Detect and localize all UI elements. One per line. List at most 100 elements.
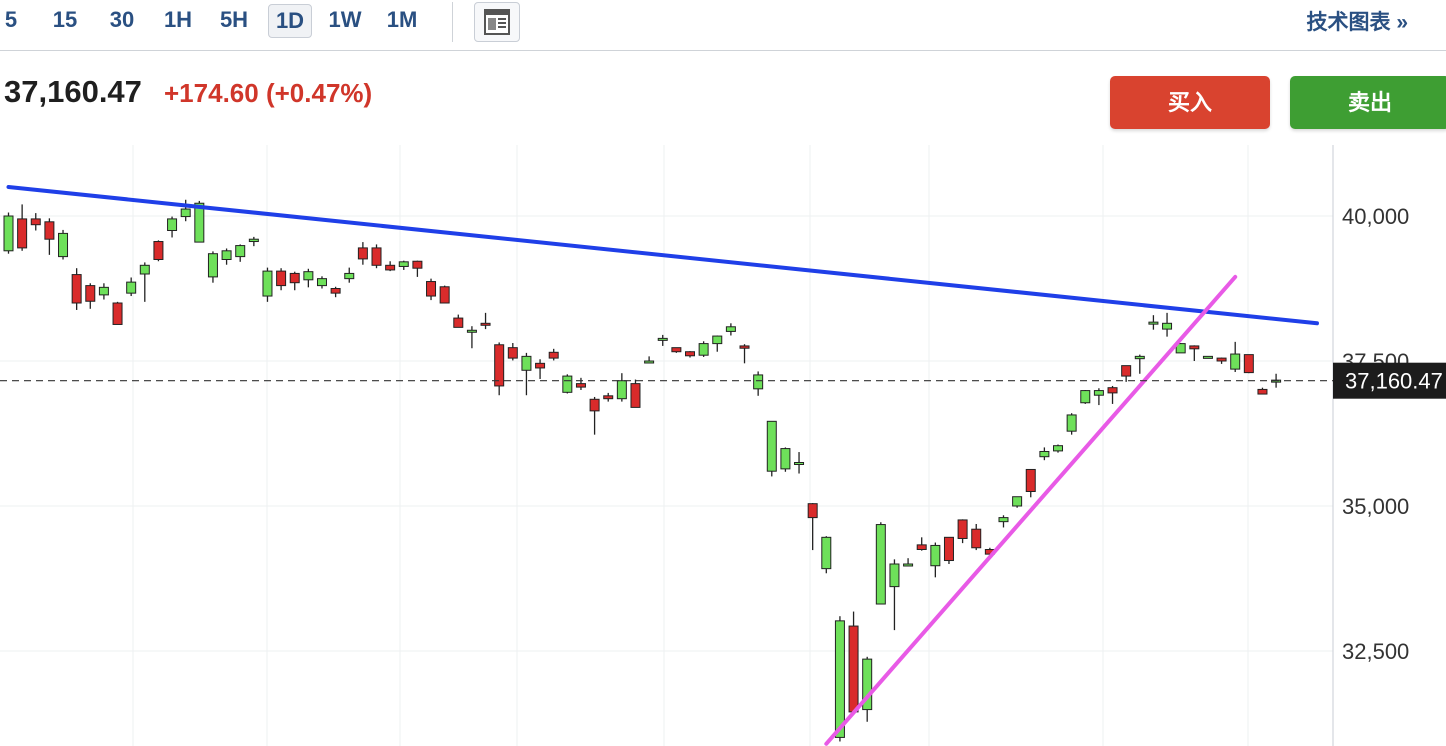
candle — [1134, 355, 1145, 360]
candle — [766, 420, 777, 472]
candle — [1189, 345, 1200, 350]
candle — [494, 344, 505, 387]
candle — [630, 383, 641, 408]
y-tick-label: 40,000 — [1342, 204, 1409, 229]
candle — [221, 250, 232, 261]
candle — [480, 322, 491, 326]
buy-button[interactable]: 买入 — [1110, 76, 1270, 129]
blue-trendline — [6, 185, 1319, 326]
last-price-badge — [1333, 362, 1446, 399]
candle — [1093, 390, 1104, 396]
candle — [1257, 388, 1268, 395]
candle — [943, 536, 954, 562]
candle — [794, 462, 805, 465]
candle — [725, 326, 736, 332]
candle — [453, 317, 464, 328]
candle — [412, 260, 423, 269]
candle — [139, 264, 150, 275]
candle — [903, 563, 914, 567]
candle — [330, 288, 341, 294]
candle — [1175, 343, 1186, 354]
candle — [1202, 355, 1213, 359]
candle — [30, 218, 41, 226]
candle — [1148, 321, 1159, 325]
candle — [1162, 322, 1173, 330]
candle — [167, 218, 178, 231]
candle — [357, 247, 368, 260]
candle — [862, 658, 873, 711]
current-price: 37,160.47 — [4, 74, 142, 109]
candle — [303, 271, 314, 281]
candle — [1080, 390, 1091, 404]
candle — [466, 329, 477, 333]
candle — [807, 503, 818, 519]
candle — [834, 620, 845, 738]
timeframe-1d[interactable]: 1D — [268, 4, 312, 38]
candle — [248, 238, 259, 243]
timeframe-5[interactable]: 5 — [4, 7, 18, 32]
candle — [235, 245, 246, 258]
candle — [3, 215, 14, 252]
candle — [44, 221, 55, 240]
candle — [535, 362, 546, 369]
candle — [821, 536, 832, 570]
candle — [848, 625, 859, 713]
candle — [276, 270, 287, 287]
candle — [1066, 414, 1077, 432]
timeframe-toolbar: 5 15 30 1H 5H 1D 1W 1M 技术图表 » — [0, 0, 1446, 51]
timeframe-30[interactable]: 30 — [109, 7, 135, 32]
candle — [575, 383, 586, 388]
last-price-label: 37,160.47 — [1345, 369, 1443, 394]
toolbar-separator — [452, 2, 453, 42]
candle — [780, 448, 791, 470]
timeframe-15[interactable]: 15 — [52, 7, 78, 32]
candle — [1012, 496, 1023, 507]
sell-button[interactable]: 卖出 — [1290, 76, 1446, 129]
candle — [562, 375, 573, 393]
change-value: +174.60 — [164, 78, 259, 108]
candle — [207, 253, 218, 278]
candle — [316, 278, 327, 287]
candle — [371, 247, 382, 266]
change-percent: (+0.47%) — [265, 78, 373, 108]
candle — [889, 563, 900, 588]
timeframe-1h[interactable]: 1H — [163, 7, 193, 32]
candle — [262, 270, 273, 297]
candle — [698, 343, 709, 356]
candle — [1121, 365, 1132, 377]
price-change: +174.60 (+0.47%) — [164, 78, 372, 109]
candle — [439, 286, 450, 304]
candle — [603, 395, 614, 400]
candle — [875, 524, 886, 605]
candle — [971, 528, 982, 549]
candle — [85, 285, 96, 302]
layout-icon — [484, 9, 510, 35]
timeframe-1m[interactable]: 1M — [386, 7, 418, 32]
candle — [426, 281, 437, 297]
candle — [521, 355, 532, 371]
candle — [180, 208, 191, 218]
candle — [589, 398, 600, 412]
y-tick-label: 35,000 — [1342, 494, 1409, 519]
timeframe-5h[interactable]: 5H — [219, 7, 249, 32]
tech-chart-link[interactable]: 技术图表 » — [1306, 11, 1408, 34]
candle — [1230, 353, 1241, 370]
candle — [998, 517, 1009, 523]
candle — [1053, 445, 1064, 452]
candle — [957, 519, 968, 539]
candle — [753, 374, 764, 390]
candle — [916, 544, 927, 550]
candle — [1216, 357, 1227, 362]
candle — [194, 202, 205, 243]
candle — [930, 544, 941, 567]
candle — [685, 351, 695, 357]
layout-button[interactable] — [474, 2, 520, 42]
candle — [344, 272, 355, 280]
candle — [712, 335, 723, 345]
candle — [398, 261, 409, 267]
candle — [98, 286, 109, 296]
y-tick-label: 32,500 — [1342, 639, 1409, 664]
candle — [153, 241, 164, 261]
timeframe-1w[interactable]: 1W — [328, 7, 362, 32]
